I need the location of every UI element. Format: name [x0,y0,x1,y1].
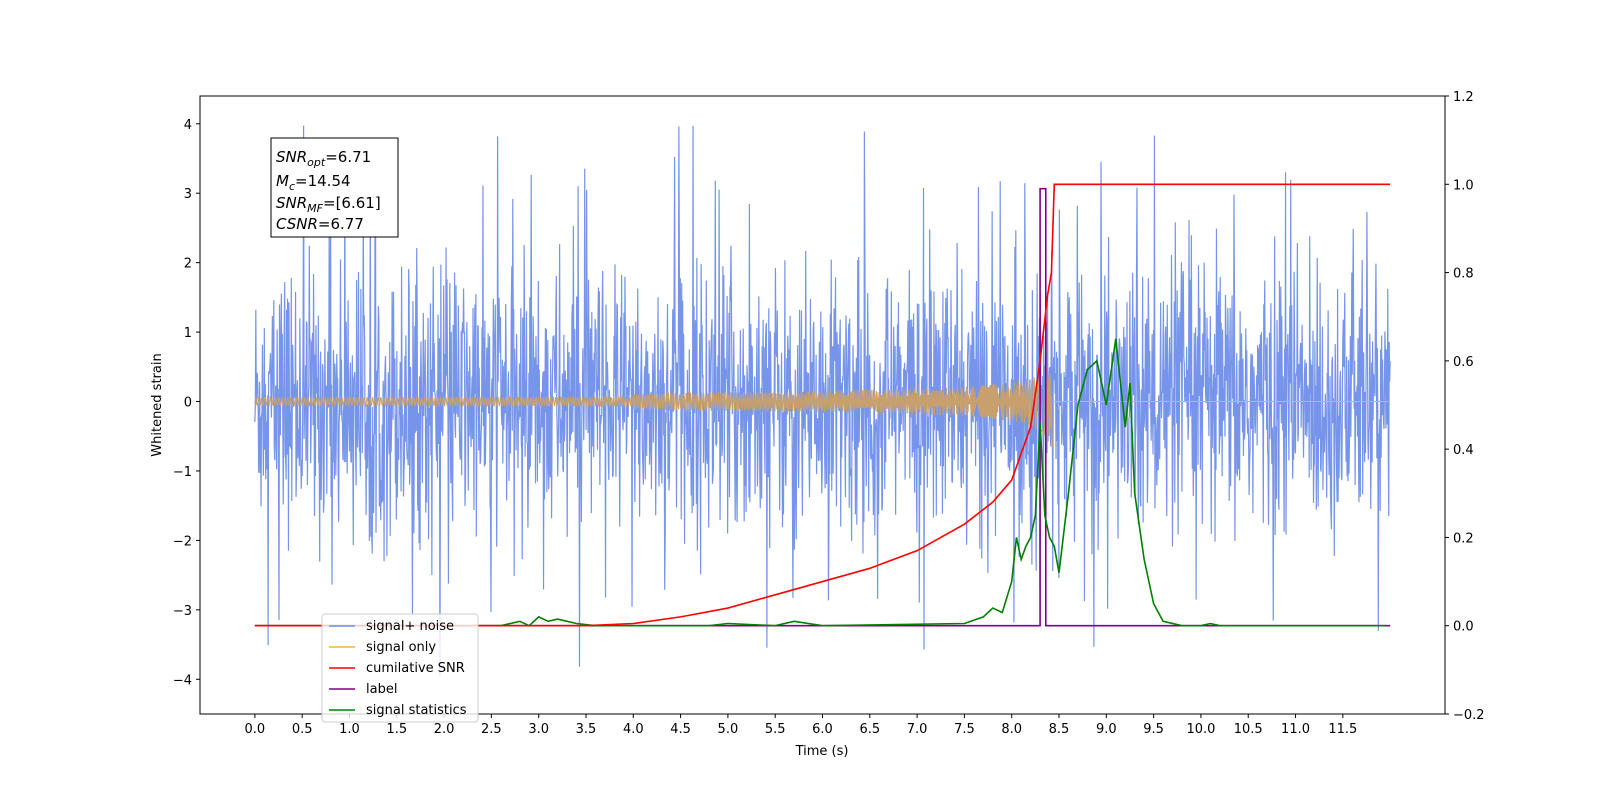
y-left-tick-label: −4 [173,673,192,688]
y-left-tick-label: 3 [184,187,192,202]
legend-label-signal_only: signal only [366,640,436,655]
y-right-tick-label: 0.4 [1453,443,1474,458]
x-tick-label: 2.5 [481,722,502,737]
right-axis-series [254,183,1391,627]
y-left-tick-label: 4 [184,118,192,133]
legend-label-label: label [366,682,397,697]
annotation-csnr: CSNR=6.77 [276,215,364,233]
x-tick-label: 10.5 [1234,722,1263,737]
y-right-tick-label: 0.6 [1453,355,1474,370]
y-left-tick-label: −3 [173,604,192,619]
annotation-mc: Mc=14.54 [276,172,351,193]
x-tick-label: 4.5 [670,722,691,737]
x-tick-label: 8.0 [1001,722,1022,737]
y-axis-left: 4 3 2 1 0 −1 −2 −3 −4 [173,118,200,688]
y-left-tick-label: 0 [184,396,192,411]
x-axis: 0.0 0.5 1.0 1.5 2.0 2.5 3.0 3.5 4.0 4.5 5.0 5.5 6.0 6… [245,714,1357,737]
legend-box [321,613,479,723]
x-tick-label: 4.0 [623,722,644,737]
y-left-tick-label: −2 [173,534,192,549]
x-tick-label: 11.0 [1281,722,1310,737]
y-right-tick-label: 0.8 [1453,267,1474,282]
x-tick-label: 3.5 [576,722,597,737]
y-left-tick-label: 2 [184,257,192,272]
legend-label-signal_noise: signal+ noise [366,619,454,634]
signal-only-line [254,363,1053,448]
x-tick-label: 5.5 [765,722,786,737]
x-tick-label: 7.0 [907,722,928,737]
y-right-tick-label: −0.2 [1453,708,1485,723]
x-tick-label: 6.0 [812,722,833,737]
y-left-tick-label: −1 [173,465,192,480]
annotation-snr-opt: SNRopt=6.71 [276,148,371,169]
y-right-tick-label: 0.0 [1453,620,1474,635]
signal-noise-line [254,125,1391,677]
x-tick-label: 9.5 [1143,722,1164,737]
y-right-tick-label: 1.2 [1453,90,1474,105]
x-tick-label: 0.5 [292,722,313,737]
signal-noise-series [254,125,1391,677]
x-tick-label: 1.0 [339,722,360,737]
x-axis-label: Time (s) [795,744,849,759]
signal-only-series [254,363,1391,448]
cumulative-snr-line [254,183,1391,627]
annotation-snr-mf: SNRMF=[6.61] [276,194,381,215]
x-tick-label: 2.0 [434,722,455,737]
x-tick-label: 8.5 [1049,722,1070,737]
y-right-tick-label: 1.0 [1453,178,1474,193]
signal-statistics-line [254,338,1386,627]
x-tick-label: 0.0 [245,722,266,737]
x-tick-label: 1.5 [386,722,407,737]
x-tick-label: 5.0 [718,722,739,737]
legend-label-cumulative_snr: cumilative SNR [366,661,465,676]
y-axis-right: 1.2 1.0 0.8 0.6 0.4 0.2 0.0 −0.2 [1445,90,1485,723]
y-axis-left-label: Whitened strain [150,353,165,456]
legend: signal+ noise signal only cumilative SNR la… [321,613,479,723]
y-right-tick-label: 0.2 [1453,531,1474,546]
label-line [254,187,1391,627]
x-tick-label: 11.5 [1328,722,1357,737]
x-tick-label: 10.0 [1186,722,1215,737]
legend-label-signal_statistics: signal statistics [366,703,467,718]
x-tick-label: 6.5 [859,722,880,737]
x-tick-label: 3.0 [528,722,549,737]
x-tick-label: 9.0 [1096,722,1117,737]
y-left-tick-label: 1 [184,326,192,341]
x-tick-label: 7.5 [954,722,975,737]
annotation-box: SNRopt=6.71 Mc=14.54 SNRMF=[6.61] CSNR=6… [270,137,399,238]
